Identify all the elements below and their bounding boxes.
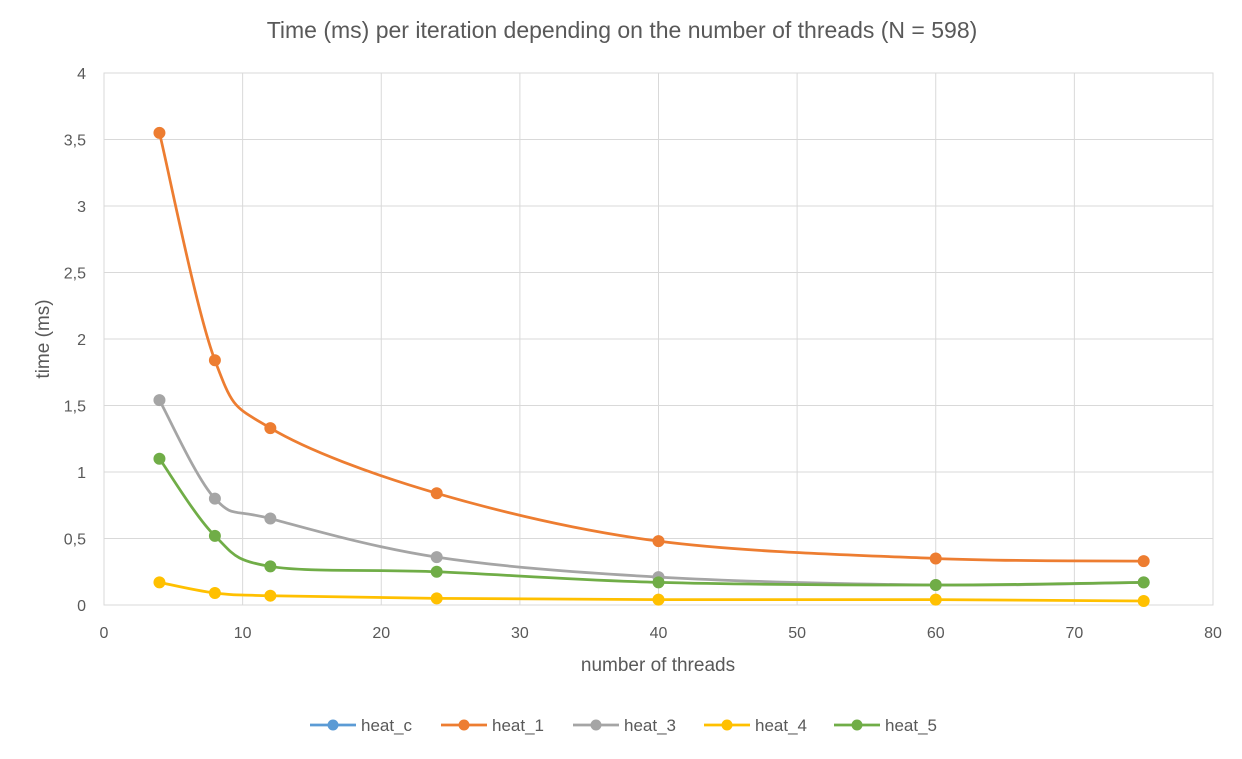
y-tick-label: 1 — [77, 465, 86, 482]
legend-marker-heat_1 — [458, 719, 470, 731]
x-axis-label: number of threads — [581, 655, 735, 676]
x-tick-label: 20 — [372, 625, 390, 642]
data-point-heat_4 — [1137, 595, 1150, 608]
series-heat_1 — [153, 126, 1150, 568]
data-point-heat_1 — [153, 126, 166, 139]
y-tick-label: 1,5 — [64, 399, 86, 416]
data-point-heat_4 — [929, 593, 942, 606]
x-tick-label: 60 — [927, 625, 945, 642]
data-point-heat_1 — [264, 422, 277, 435]
y-tick-label: 3 — [77, 199, 86, 216]
y-tick-label: 3,5 — [64, 133, 86, 150]
series-line-heat_4 — [158, 581, 1146, 603]
data-point-heat_4 — [208, 587, 221, 600]
data-point-heat_5 — [153, 452, 166, 465]
legend-item-heat_1: heat_1 — [441, 716, 544, 735]
legend-label-heat_4: heat_4 — [755, 716, 807, 735]
y-tick-label: 2 — [77, 332, 86, 349]
data-point-heat_3 — [430, 551, 443, 564]
axis-ticks: 00,511,522,533,540 10 20 30 40 50 60 70 80 — [64, 66, 1222, 642]
series-line-heat_5 — [158, 457, 1146, 587]
y-tick-label: 0,5 — [64, 532, 86, 549]
data-point-heat_4 — [430, 592, 443, 605]
series-line-heat_1 — [158, 131, 1146, 563]
data-point-heat_4 — [264, 589, 277, 602]
series-heat_5 — [153, 452, 1150, 592]
series-heat_4 — [153, 576, 1150, 608]
data-point-heat_1 — [430, 487, 443, 500]
data-point-heat_5 — [652, 576, 665, 589]
chart-title: Time (ms) per iteration depending on the… — [267, 17, 978, 43]
data-point-heat_1 — [208, 354, 221, 367]
x-tick-label: 80 — [1204, 625, 1222, 642]
legend-marker-heat_5 — [851, 719, 863, 731]
x-tick-label: 40 — [650, 625, 668, 642]
legend-item-heat_c: heat_c — [310, 716, 413, 735]
x-tick-label: 70 — [1065, 625, 1083, 642]
x-tick-label: 30 — [511, 625, 529, 642]
y-tick-label: 0 — [77, 598, 86, 615]
series-line-heat_3 — [158, 398, 1146, 587]
data-point-heat_5 — [430, 565, 443, 578]
data-point-heat_5 — [1137, 576, 1150, 589]
data-point-heat_5 — [929, 579, 942, 592]
data-point-heat_4 — [652, 593, 665, 606]
legend-marker-heat_4 — [721, 719, 733, 731]
legend-label-heat_1: heat_1 — [492, 716, 544, 735]
y-tick-label: 2,5 — [64, 266, 86, 283]
y-axis-label: time (ms) — [33, 299, 54, 378]
series-lines — [153, 126, 1150, 608]
data-point-heat_1 — [1137, 555, 1150, 568]
legend-label-heat_c: heat_c — [361, 716, 413, 735]
data-point-heat_5 — [208, 529, 221, 542]
legend-item-heat_5: heat_5 — [834, 716, 937, 735]
grid — [104, 72, 1213, 605]
legend-item-heat_4: heat_4 — [704, 716, 807, 735]
data-point-heat_1 — [929, 552, 942, 565]
data-point-heat_3 — [208, 492, 221, 505]
legend-marker-heat_3 — [590, 719, 602, 731]
data-point-heat_4 — [153, 576, 166, 589]
legend-item-heat_3: heat_3 — [573, 716, 676, 735]
data-point-heat_1 — [652, 535, 665, 548]
legend-label-heat_3: heat_3 — [624, 716, 676, 735]
x-tick-label: 50 — [788, 625, 806, 642]
data-point-heat_5 — [264, 560, 277, 573]
data-point-heat_3 — [153, 394, 166, 407]
x-tick-label: 0 — [100, 625, 109, 642]
legend-label-heat_5: heat_5 — [885, 716, 937, 735]
y-tick-label: 4 — [77, 66, 86, 83]
legend-marker-heat_c — [327, 719, 339, 731]
x-tick-label: 10 — [234, 625, 252, 642]
legend: heat_c heat_1 heat_3 heat_4 heat_5 — [310, 716, 937, 735]
data-point-heat_3 — [264, 512, 277, 525]
